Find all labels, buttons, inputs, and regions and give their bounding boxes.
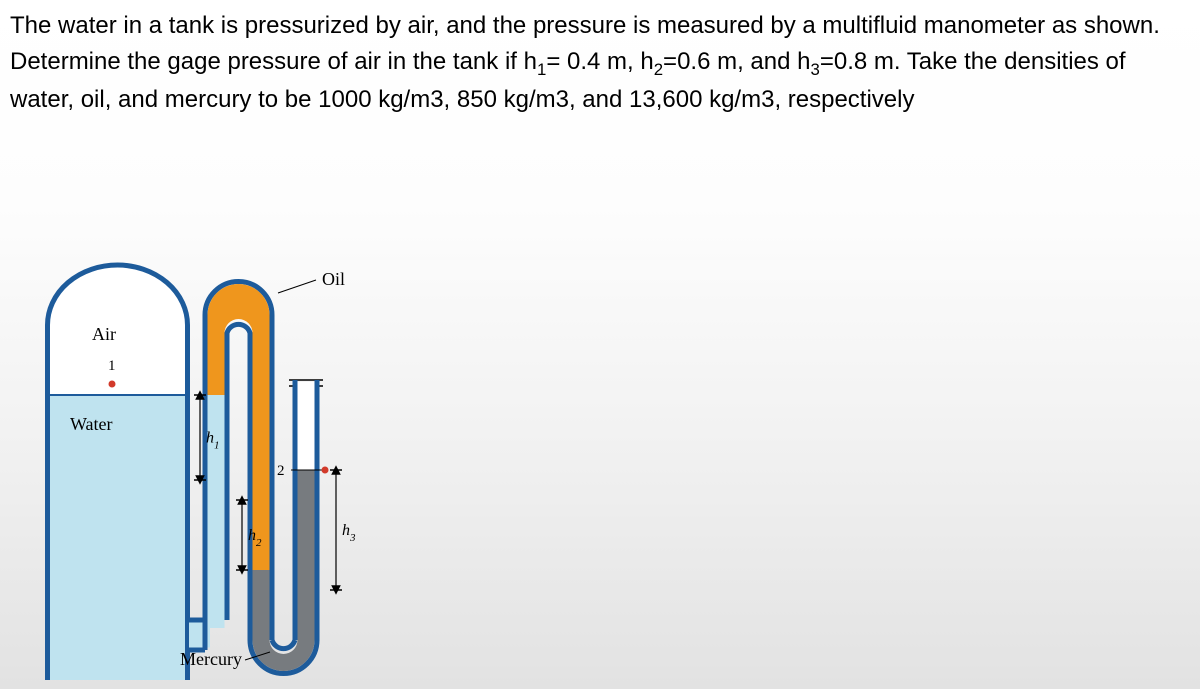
problem-statement: The water in a tank is pressurized by ai…: [10, 8, 1190, 118]
svg-text:1: 1: [108, 358, 116, 374]
svg-text:Air: Air: [92, 324, 116, 344]
svg-text:Mercury: Mercury: [180, 649, 242, 669]
svg-text:2: 2: [277, 463, 285, 479]
svg-text:Oil: Oil: [322, 269, 345, 289]
svg-text:h3: h3: [342, 522, 356, 544]
svg-text:Water: Water: [70, 414, 113, 434]
manometer-diagram: Air1Waterh1h2h32OilMercury: [40, 260, 400, 695]
